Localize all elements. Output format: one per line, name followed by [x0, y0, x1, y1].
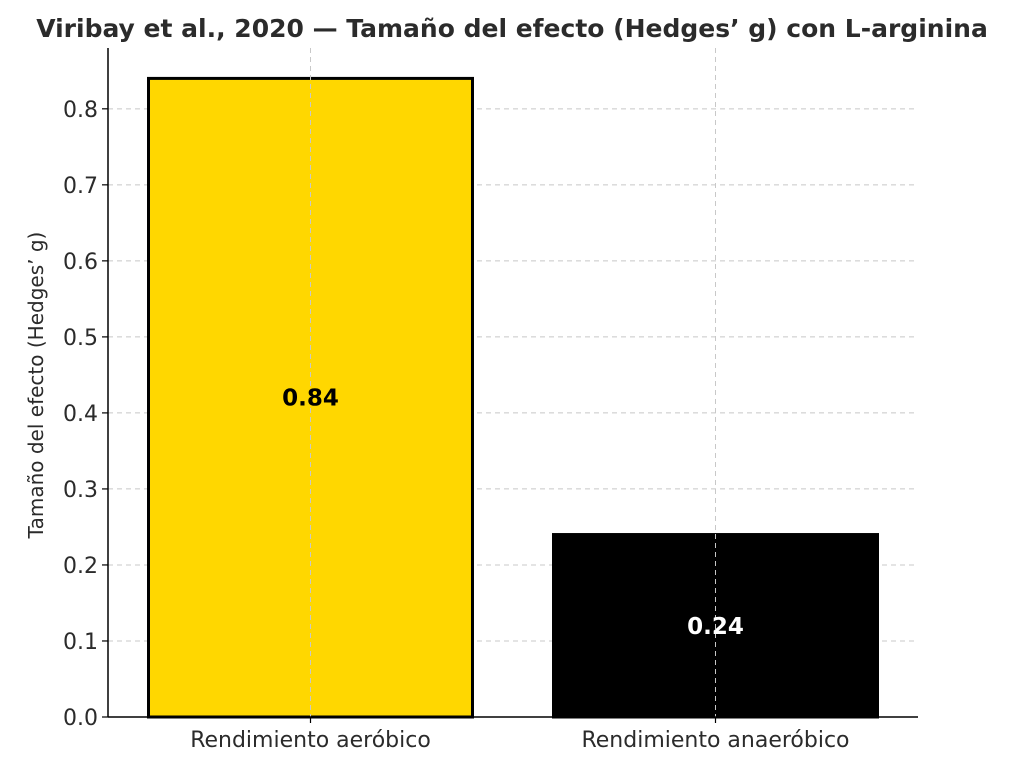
y-tick-label: 0.5	[63, 326, 98, 351]
ticks: 0.0 0.1 0.2 0.3 0.4 0.5 0.6 0.7 0.8 Rendimiento a…	[63, 98, 850, 753]
y-tick-label: 0.0	[63, 706, 98, 731]
x-tick-label: Rendimiento anaeróbico	[581, 728, 849, 753]
y-tick-label: 0.2	[63, 554, 98, 579]
x-tick-label: Rendimiento aeróbico	[190, 728, 431, 753]
y-tick-label: 0.8	[63, 98, 98, 123]
data-label-1: 0.84	[282, 386, 339, 412]
y-tick-label: 0.3	[63, 478, 98, 503]
bars	[147, 48, 879, 719]
chart-title: Viribay et al., 2020 — Tamaño del efecto…	[36, 14, 988, 43]
y-tick-label: 0.7	[63, 174, 98, 199]
data-labels: 0.84 0.24	[282, 386, 744, 640]
y-tick-label: 0.1	[63, 630, 98, 655]
y-tick-label: 0.6	[63, 250, 98, 275]
y-axis-label: Tamaño del efecto (Hedges’ g)	[24, 232, 48, 540]
y-tick-label: 0.4	[63, 402, 98, 427]
data-label-2: 0.24	[687, 614, 744, 640]
axes	[107, 48, 918, 718]
